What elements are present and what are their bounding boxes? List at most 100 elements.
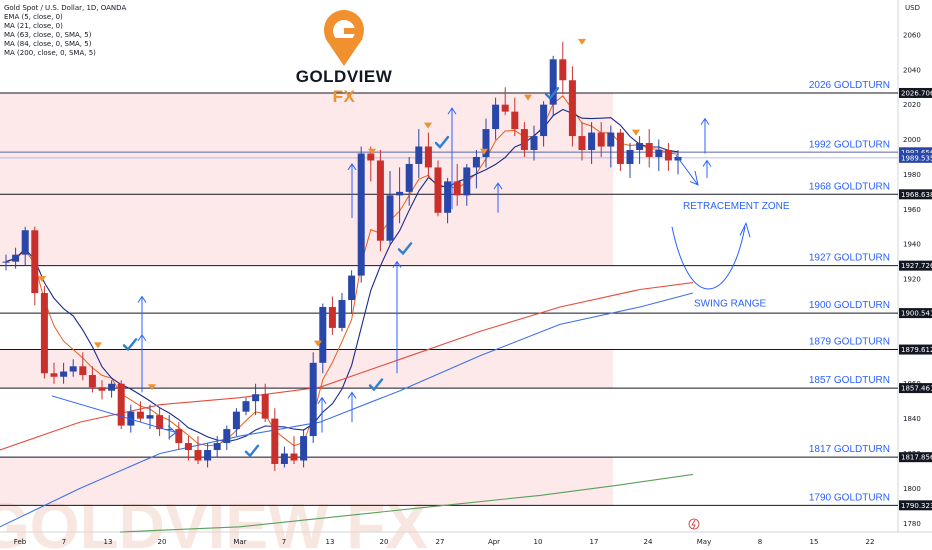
ma21-line bbox=[5, 108, 679, 443]
candle[interactable] bbox=[252, 383, 260, 416]
candle[interactable] bbox=[223, 425, 231, 451]
candle[interactable] bbox=[98, 380, 106, 400]
candle[interactable] bbox=[69, 359, 77, 377]
candle[interactable] bbox=[597, 122, 605, 157]
candle[interactable] bbox=[376, 150, 384, 252]
candle[interactable] bbox=[108, 380, 116, 398]
signal-triangle-icon bbox=[94, 342, 102, 349]
candle[interactable] bbox=[79, 352, 87, 381]
candle[interactable] bbox=[530, 125, 538, 161]
candle[interactable] bbox=[60, 362, 68, 384]
brand-wordmark: GOLDVIEW FX bbox=[282, 67, 406, 107]
candle[interactable] bbox=[482, 118, 490, 168]
candle-body bbox=[300, 436, 308, 461]
candle-body bbox=[338, 300, 346, 328]
candle[interactable] bbox=[175, 422, 183, 451]
candle[interactable] bbox=[117, 380, 125, 430]
level-label-1: 1992 GOLDTURN bbox=[809, 139, 890, 150]
candle[interactable] bbox=[559, 41, 567, 95]
candle[interactable] bbox=[290, 436, 298, 464]
candle[interactable] bbox=[280, 446, 288, 468]
candle[interactable] bbox=[501, 87, 509, 116]
candle-body bbox=[69, 366, 77, 372]
candle[interactable] bbox=[348, 270, 356, 314]
candle[interactable] bbox=[405, 156, 413, 206]
candle[interactable] bbox=[453, 163, 461, 206]
candle[interactable] bbox=[40, 286, 48, 379]
check-icon bbox=[544, 86, 560, 100]
candle[interactable] bbox=[616, 129, 624, 171]
candle[interactable] bbox=[492, 97, 500, 140]
candle[interactable] bbox=[50, 362, 58, 384]
candle[interactable] bbox=[386, 170, 394, 245]
candle[interactable] bbox=[664, 143, 672, 171]
candle[interactable] bbox=[136, 401, 144, 423]
x-tick: May bbox=[697, 538, 711, 546]
candle[interactable] bbox=[300, 429, 308, 468]
annotation-swing: SWING RANGE bbox=[694, 299, 767, 310]
candle[interactable] bbox=[31, 226, 39, 306]
candle-body bbox=[136, 411, 144, 419]
signal-triangle-icon bbox=[368, 148, 376, 155]
candle[interactable] bbox=[424, 132, 432, 178]
candle[interactable] bbox=[636, 136, 644, 164]
candle[interactable] bbox=[204, 443, 212, 468]
candle[interactable] bbox=[12, 247, 20, 269]
candle[interactable] bbox=[165, 415, 173, 440]
price-tag-text-5: 1900.541 bbox=[901, 310, 932, 318]
candle[interactable] bbox=[568, 66, 576, 147]
candle[interactable] bbox=[184, 436, 192, 461]
candle[interactable] bbox=[463, 163, 471, 206]
candle[interactable] bbox=[645, 129, 653, 168]
candle[interactable] bbox=[511, 97, 519, 137]
candle[interactable] bbox=[242, 397, 250, 416]
candle[interactable] bbox=[319, 303, 327, 374]
y-axis-unit: USD bbox=[905, 4, 920, 12]
candle[interactable] bbox=[88, 366, 96, 393]
up-arrow-3 bbox=[347, 391, 357, 423]
candle[interactable] bbox=[328, 296, 336, 335]
candle[interactable] bbox=[156, 408, 164, 437]
candle[interactable] bbox=[309, 352, 317, 444]
candle[interactable] bbox=[261, 383, 269, 423]
candle[interactable] bbox=[2, 254, 10, 271]
zone-3 bbox=[0, 457, 613, 506]
candle[interactable] bbox=[434, 160, 442, 217]
candle[interactable] bbox=[578, 122, 586, 161]
candle[interactable] bbox=[549, 55, 557, 116]
x-tick: 13 bbox=[104, 538, 113, 546]
candle[interactable] bbox=[520, 122, 528, 157]
candle-body bbox=[108, 383, 116, 391]
candle-body bbox=[348, 275, 356, 301]
candle[interactable] bbox=[194, 436, 202, 464]
lightning-icon bbox=[691, 519, 696, 530]
candle[interactable] bbox=[540, 101, 548, 147]
candle[interactable] bbox=[21, 226, 29, 266]
candle[interactable] bbox=[415, 129, 423, 178]
candle[interactable] bbox=[607, 125, 615, 168]
candle[interactable] bbox=[127, 404, 135, 433]
candle[interactable] bbox=[338, 293, 346, 332]
candle-body bbox=[549, 59, 557, 105]
candle[interactable] bbox=[232, 408, 240, 437]
candle[interactable] bbox=[655, 139, 663, 171]
diagonal-arrow-0 bbox=[51, 395, 177, 439]
candle[interactable] bbox=[444, 177, 452, 224]
legend-study-ma84: MA (84, close, 0, SMA, 5) bbox=[4, 40, 92, 48]
candle[interactable] bbox=[357, 146, 365, 283]
candle[interactable] bbox=[626, 143, 634, 178]
y-tick: 1800 bbox=[903, 485, 921, 493]
x-tick: 7 bbox=[282, 538, 286, 546]
candle-body bbox=[280, 453, 288, 464]
candle-body bbox=[501, 104, 509, 112]
candle[interactable] bbox=[472, 150, 480, 189]
x-tick: 15 bbox=[810, 538, 819, 546]
y-tick: 1920 bbox=[903, 276, 921, 284]
candle[interactable] bbox=[271, 408, 279, 471]
y-tick: 1840 bbox=[903, 415, 921, 423]
candle[interactable] bbox=[588, 122, 596, 164]
event-icon[interactable] bbox=[688, 518, 700, 530]
candle[interactable] bbox=[396, 167, 404, 224]
candle[interactable] bbox=[213, 436, 221, 457]
